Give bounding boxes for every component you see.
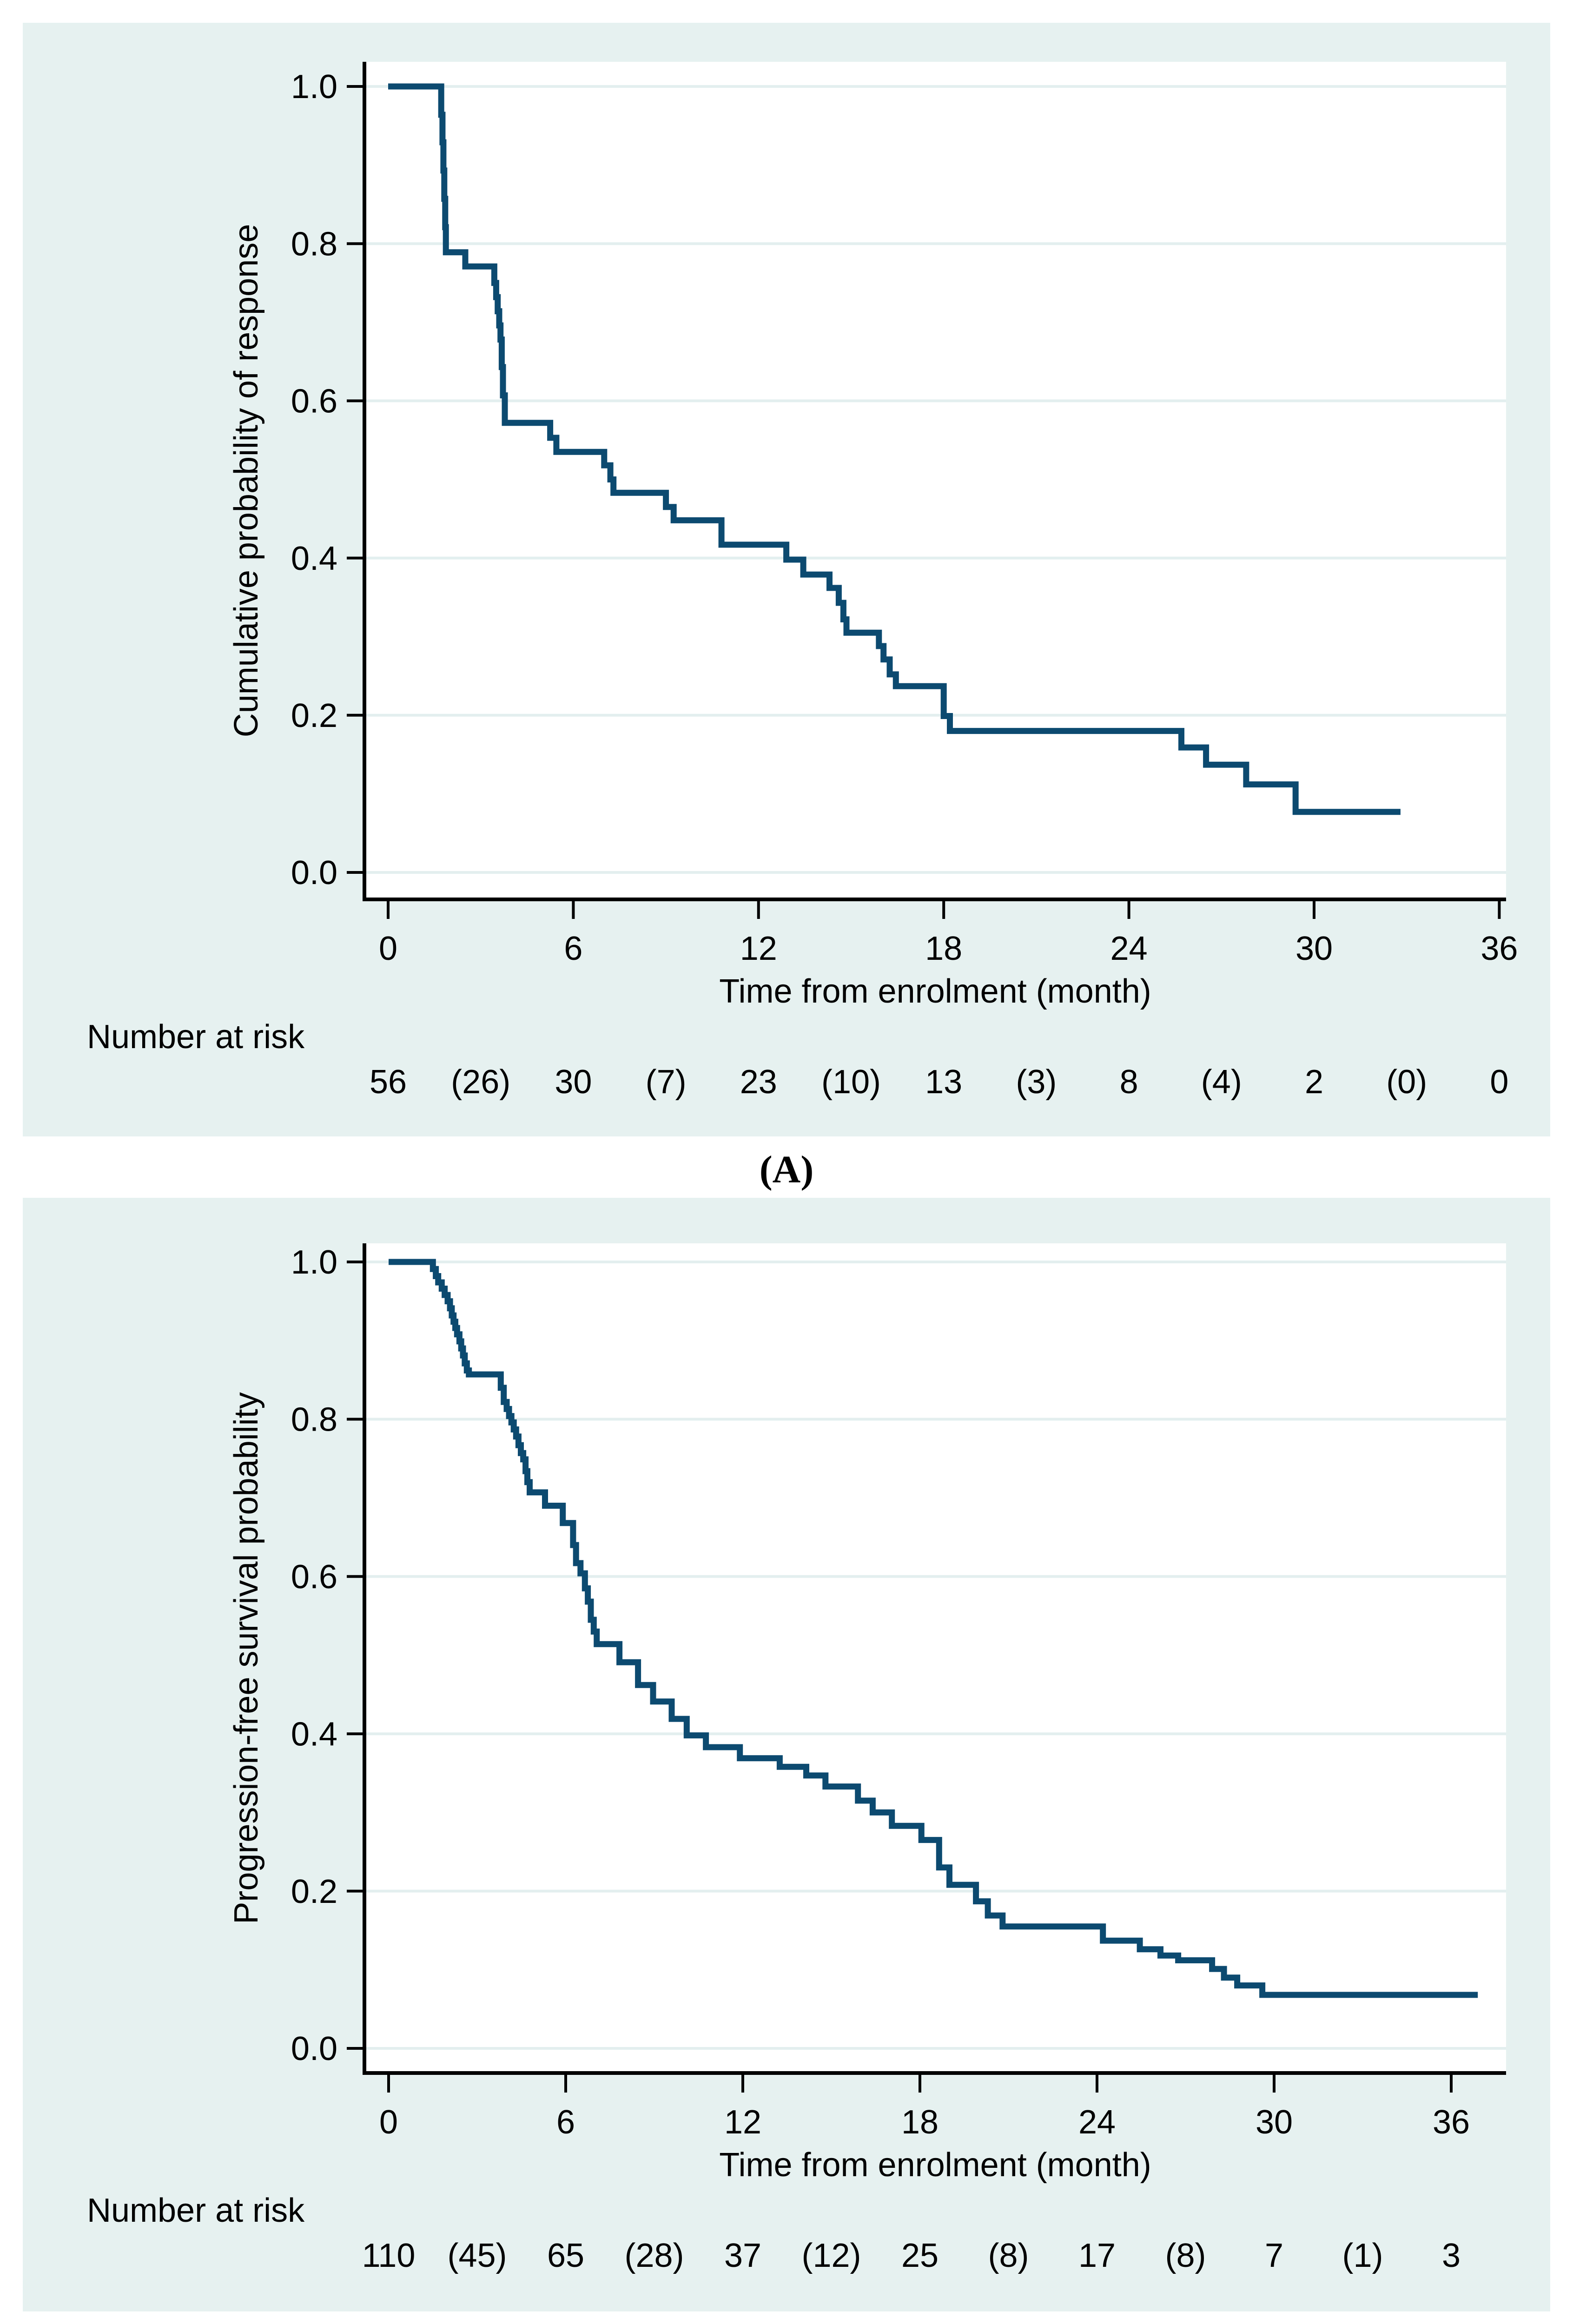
number-at-risk-label: Number at risk xyxy=(87,1018,305,1056)
x-tick-label: 6 xyxy=(556,2104,575,2141)
risk-count: 110 xyxy=(362,2237,416,2274)
risk-count-censored: (8) xyxy=(1165,2237,1206,2274)
x-tick-label: 6 xyxy=(564,930,582,967)
y-tick-label: 1.0 xyxy=(291,68,337,106)
y-tick-label: 0.0 xyxy=(291,2030,337,2067)
y-tick-label: 0.0 xyxy=(291,854,337,891)
risk-count-censored: (3) xyxy=(1016,1063,1057,1101)
risk-count: 13 xyxy=(925,1063,962,1101)
risk-count: 37 xyxy=(724,2237,761,2274)
x-tick-label: 36 xyxy=(1433,2104,1470,2141)
x-axis-title: Time from enrolment (month) xyxy=(719,2146,1151,2184)
km-chart-b: 0.0 0.2 0.4 0.6 0.8 1.0 0 6 12 18 24 30 36 Time from … xyxy=(87,1243,1506,2274)
risk-count: 23 xyxy=(740,1063,777,1101)
y-tick-label: 0.4 xyxy=(291,1716,337,1753)
plot-area xyxy=(364,1243,1506,2073)
risk-count: 65 xyxy=(547,2237,584,2274)
risk-count-censored: (10) xyxy=(821,1063,881,1101)
x-tick-label: 18 xyxy=(901,2104,939,2141)
y-tick-label: 0.6 xyxy=(291,1558,337,1596)
y-tick-label: 0.2 xyxy=(291,1873,337,1910)
x-tick-label: 36 xyxy=(1480,930,1518,967)
risk-count: 30 xyxy=(555,1063,592,1101)
y-axis-title: Progression-free survival probability xyxy=(228,1392,265,1924)
number-at-risk-label: Number at risk xyxy=(87,2192,305,2229)
risk-count: 56 xyxy=(370,1063,407,1101)
risk-count-censored: (8) xyxy=(988,2237,1029,2274)
y-tick-label: 0.6 xyxy=(291,383,337,420)
y-axis-title: Cumulative probability of response xyxy=(228,224,265,738)
risk-count-censored: (12) xyxy=(801,2237,861,2274)
risk-count-censored: (45) xyxy=(447,2237,507,2274)
km-chart-a: 0.0 0.2 0.4 0.6 0.8 1.0 0 6 12 18 24 30 36 Time from … xyxy=(87,62,1518,1101)
km-curve-b xyxy=(389,1259,1478,1998)
km-curve-a xyxy=(388,83,1401,815)
plot-area xyxy=(364,62,1506,899)
y-tick-label: 0.8 xyxy=(291,225,337,263)
caption-b: (B) xyxy=(0,2314,1573,2324)
risk-count-censored: (1) xyxy=(1342,2237,1383,2274)
y-tick-label: 0.2 xyxy=(291,697,337,734)
panel-b-progression-free-survival: 0.0 0.2 0.4 0.6 0.8 1.0 0 6 12 18 24 30 36 Time from … xyxy=(23,1198,1550,2311)
x-tick-label: 0 xyxy=(379,2104,398,2141)
x-tick-label: 24 xyxy=(1110,930,1148,967)
x-tick-label: 12 xyxy=(724,2104,761,2141)
y-tick-label: 1.0 xyxy=(291,1244,337,1281)
panel-a-cumulative-response: 0.0 0.2 0.4 0.6 0.8 1.0 0 6 12 18 24 30 36 Time from … xyxy=(23,23,1550,1136)
caption-a: (A) xyxy=(759,1148,814,1191)
risk-count-censored: (4) xyxy=(1201,1063,1242,1101)
x-tick-label: 30 xyxy=(1295,930,1333,967)
y-tick-label: 0.4 xyxy=(291,540,337,577)
risk-count: 2 xyxy=(1305,1063,1323,1101)
risk-count: 3 xyxy=(1442,2237,1461,2274)
risk-count: 25 xyxy=(901,2237,939,2274)
risk-count: 0 xyxy=(1490,1063,1508,1101)
x-tick-label: 0 xyxy=(379,930,397,967)
x-tick-label: 12 xyxy=(740,930,777,967)
risk-count-censored: (0) xyxy=(1386,1063,1427,1101)
x-tick-label: 24 xyxy=(1078,2104,1116,2141)
y-tick-label: 0.8 xyxy=(291,1401,337,1439)
x-axis-title: Time from enrolment (month) xyxy=(719,973,1151,1010)
risk-count-censored: (7) xyxy=(646,1063,687,1101)
x-tick-label: 18 xyxy=(925,930,962,967)
risk-count-censored: (26) xyxy=(451,1063,510,1101)
risk-count-censored: (28) xyxy=(624,2237,684,2274)
risk-count: 8 xyxy=(1120,1063,1138,1101)
risk-count: 17 xyxy=(1078,2237,1116,2274)
x-tick-label: 30 xyxy=(1256,2104,1293,2141)
risk-count: 7 xyxy=(1265,2237,1283,2274)
